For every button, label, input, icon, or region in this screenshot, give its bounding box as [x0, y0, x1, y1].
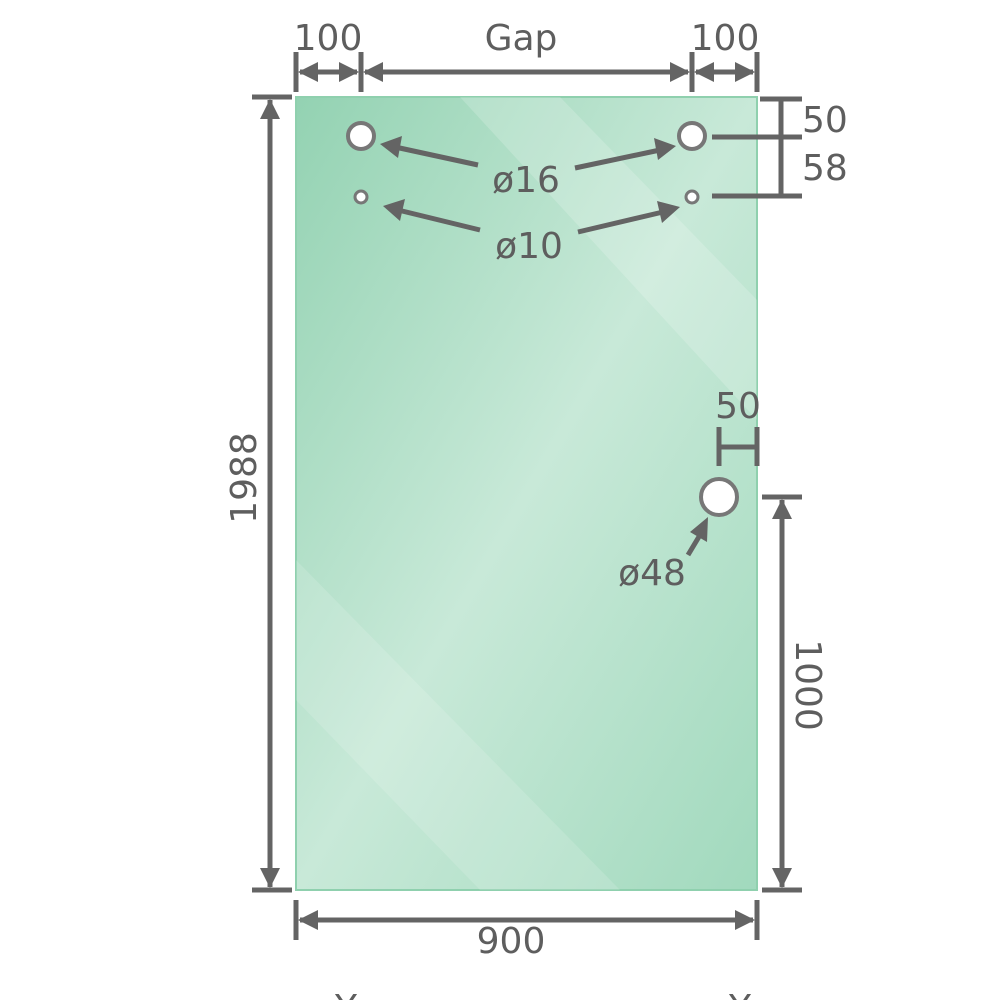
- handle-height-label: 1000: [787, 639, 828, 731]
- hole-16-left: [346, 121, 376, 151]
- hole-48-label: ø48: [618, 553, 686, 594]
- hole-10-label: ø10: [495, 226, 563, 267]
- top-dimension-lines: [293, 52, 760, 92]
- bottom-right-mark: Y: [728, 988, 752, 1000]
- hole-10-right: [684, 189, 700, 205]
- hole-48: [699, 477, 739, 517]
- handle-height-dimension: [762, 494, 802, 893]
- glass-reflection: [460, 97, 757, 420]
- handle-edge-offset-label: 50: [715, 386, 761, 427]
- hole-offset-dimension: [712, 96, 802, 199]
- handle-edge-dimension: [716, 427, 760, 466]
- hole-10-left: [353, 189, 369, 205]
- hole-spacing-label: 58: [802, 148, 848, 189]
- glass-reflection: [296, 560, 620, 890]
- gap-label: Gap: [485, 18, 558, 59]
- left-offset-label: 100: [294, 18, 363, 59]
- right-offset-label: 100: [691, 18, 760, 59]
- height-dimension: [252, 94, 292, 893]
- width-label: 900: [477, 921, 546, 962]
- bottom-left-mark: Y: [334, 988, 358, 1000]
- glass-panel: [295, 96, 758, 891]
- width-dimension: [293, 900, 760, 940]
- height-label: 1988: [224, 432, 265, 524]
- hole-16-label: ø16: [492, 160, 560, 201]
- top-hole-offset-label: 50: [802, 100, 848, 141]
- hole-leader-arrows: [380, 136, 708, 557]
- hole-16-right: [677, 121, 707, 151]
